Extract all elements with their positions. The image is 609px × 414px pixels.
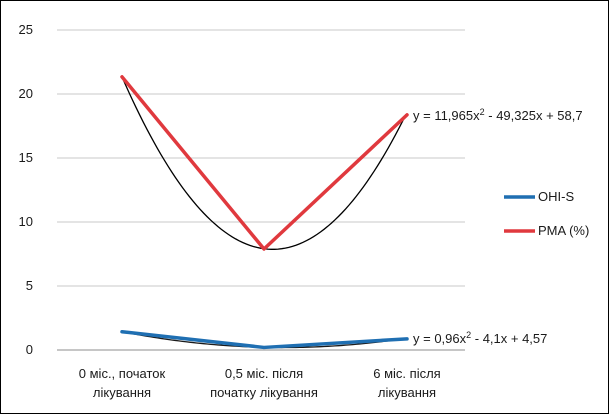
- y-axis-tick-labels: 0 5 10 15 20 25: [19, 22, 33, 357]
- gridlines: [57, 29, 465, 351]
- x-category-label: 6 міс. після лікування: [373, 366, 440, 400]
- series-line-ohi-s: [120, 329, 409, 350]
- trendline-ohi-s: [121, 331, 407, 349]
- trendline-equation: y = 11,965x2 - 49,325x + 58,7: [413, 107, 583, 123]
- y-tick-label: 10: [19, 214, 33, 229]
- legend-label: PMA (%): [538, 223, 589, 238]
- legend-label: OHI-S: [538, 189, 574, 204]
- y-tick-label: 25: [19, 22, 33, 37]
- y-tick-label: 20: [19, 86, 33, 101]
- trendline-equations: y = 11,965x2 - 49,325x + 58,7 y = 0,96x2 …: [413, 107, 583, 346]
- x-category-label: 0 міс., початок лікування: [79, 366, 166, 400]
- x-category-label: 0,5 міс. після початку лікування: [210, 366, 318, 400]
- series-lines: [120, 75, 409, 350]
- y-tick-label: 5: [26, 278, 33, 293]
- x-axis-category-labels: 0 міс., початок лікування 0,5 міс. після по…: [79, 366, 441, 400]
- legend: OHI-S PMA (%): [504, 189, 589, 238]
- trendlines: [121, 76, 407, 349]
- trendline-pma: [121, 76, 407, 250]
- trendline-equation: y = 0,96x2 - 4,1x + 4,57: [413, 330, 547, 346]
- y-tick-label: 0: [26, 342, 33, 357]
- y-tick-label: 15: [19, 150, 33, 165]
- series-line-pma: [120, 75, 409, 251]
